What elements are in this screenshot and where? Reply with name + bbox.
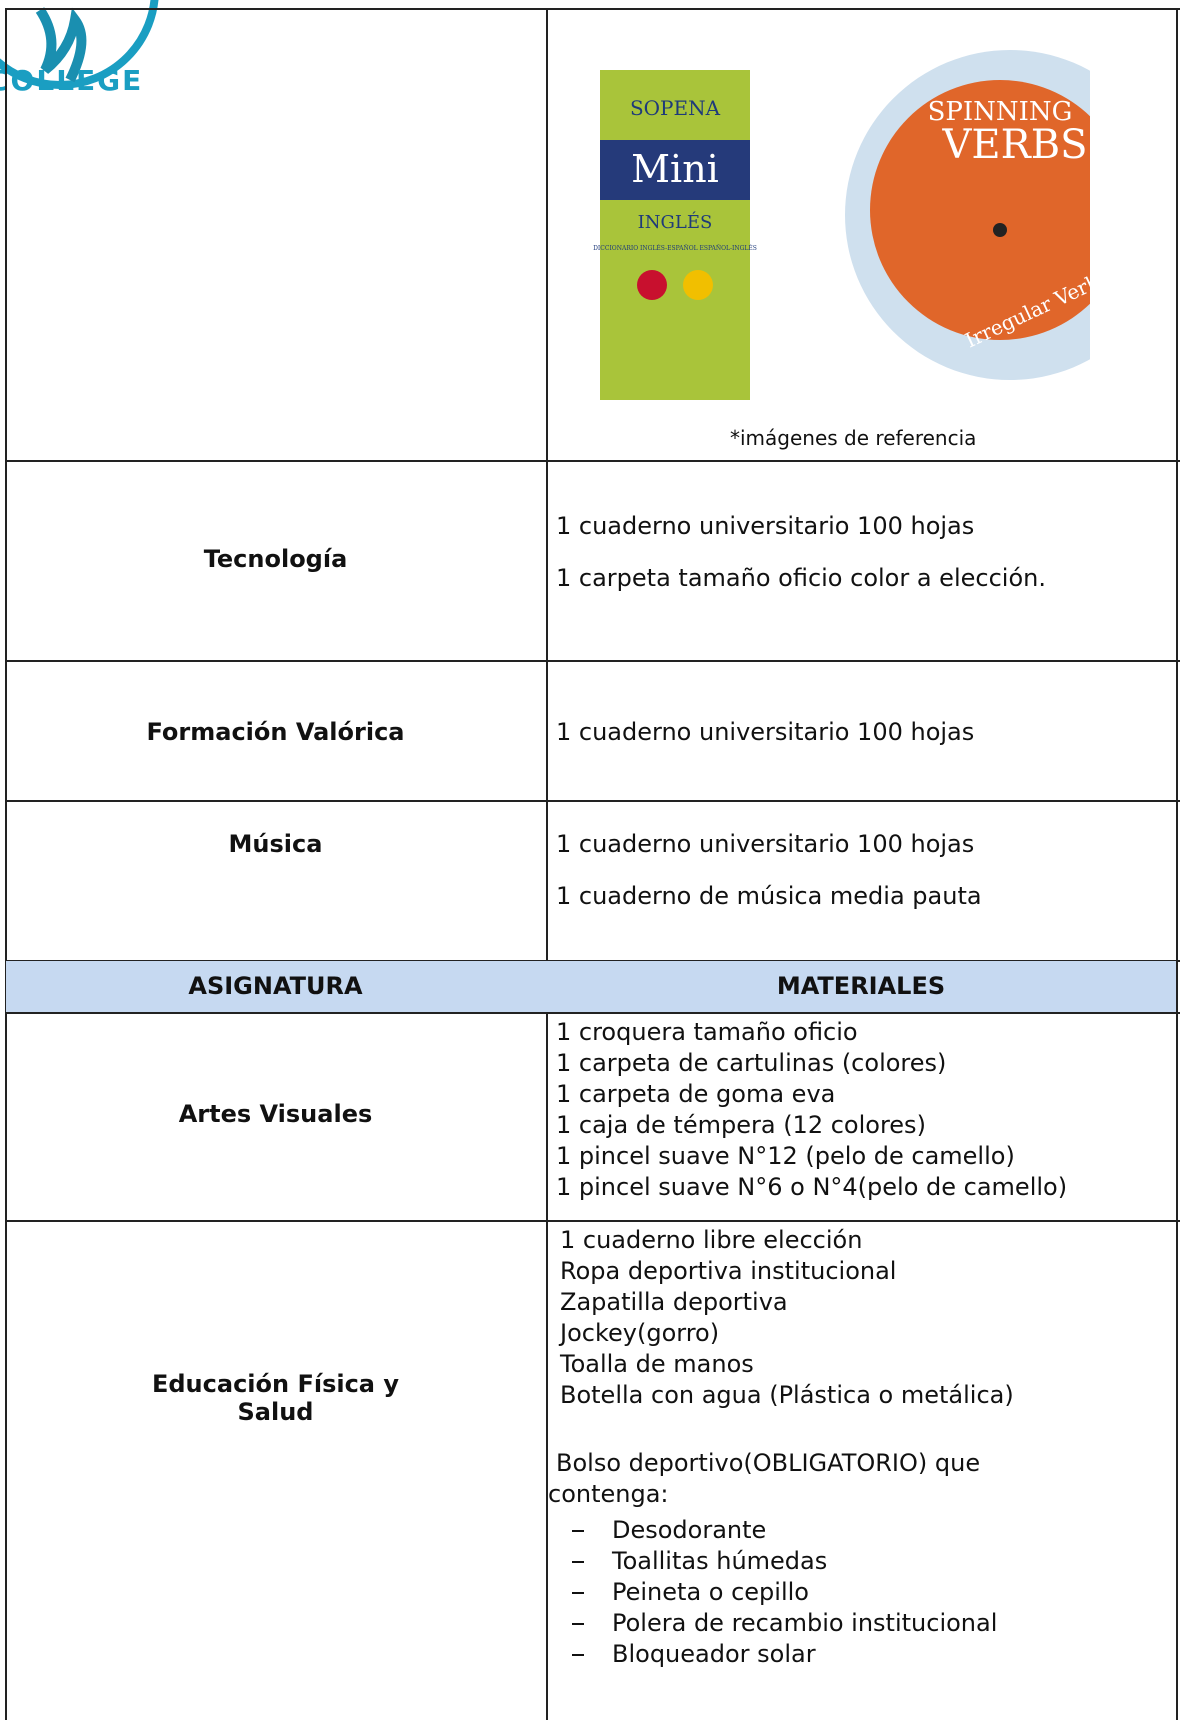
rule xyxy=(5,1012,1180,1014)
subject: Música xyxy=(228,830,323,858)
material-item: 1 cuaderno universitario 100 hojas xyxy=(556,830,975,858)
material-item: 1 croquera tamaño oficio xyxy=(556,1018,858,1046)
caption: *imágenes de referencia xyxy=(730,426,977,450)
reference-images: SOPENA Mini INGLÉS DICCIONARIO INGLÉS-ES… xyxy=(593,50,1090,400)
material-item: 1 carpeta de cartulinas (colores) xyxy=(556,1049,947,1077)
wheel-title: SPINNING xyxy=(928,97,1073,127)
subject: Tecnología xyxy=(203,545,348,573)
material-item: 1 cuaderno universitario 100 hojas xyxy=(556,718,975,746)
rule xyxy=(5,660,1180,662)
bullet xyxy=(572,1654,584,1656)
material-item: Zapatilla deportiva xyxy=(560,1288,788,1316)
rule xyxy=(5,8,7,1720)
book-language: INGLÉS xyxy=(638,210,713,233)
material-item: 1 cuaderno de música media pauta xyxy=(556,882,982,910)
book-cover xyxy=(600,70,750,400)
book-title: Mini xyxy=(631,147,719,191)
material-item: Botella con agua (Plástica o metálica) xyxy=(560,1381,1014,1409)
header-band xyxy=(6,961,1176,1012)
book-subtitle: DICCIONARIO INGLÉS-ESPAÑOL ESPAÑOL-INGLÉ… xyxy=(593,244,757,252)
subject: Artes Visuales xyxy=(178,1100,373,1128)
bag-item: Polera de recambio institucional xyxy=(612,1609,998,1637)
bullet xyxy=(572,1530,584,1532)
wheel-title: VERBS xyxy=(942,122,1088,168)
book-band xyxy=(600,140,750,200)
material-item: 1 cuaderno universitario 100 hojas xyxy=(556,512,975,540)
bullet xyxy=(572,1623,584,1625)
rule xyxy=(1176,8,1178,1720)
bag-item: Bloqueador solar xyxy=(612,1640,816,1668)
material-item: Toalla de manos xyxy=(560,1350,754,1378)
rule xyxy=(5,1220,1180,1222)
material-item: 1 pincel suave N°6 o N°4(pelo de camello… xyxy=(556,1173,1068,1201)
column-header: MATERIALES xyxy=(776,972,946,1000)
logo-text: COLLEGE xyxy=(0,64,143,97)
bag-item: Peineta o cepillo xyxy=(612,1578,809,1606)
bag-label: Bolso deportivo(OBLIGATORIO) que conteng… xyxy=(548,1449,981,1508)
material-item: Ropa deportiva institucional xyxy=(560,1257,897,1285)
material-item: 1 cuaderno libre elección xyxy=(560,1226,863,1254)
logo: COLLEGE xyxy=(0,0,159,97)
material-item: 1 pincel suave N°12 (pelo de camello) xyxy=(556,1142,1015,1170)
bullet xyxy=(572,1561,584,1563)
material-item: 1 carpeta tamaño oficio color a elección… xyxy=(556,564,1046,592)
subject: Formación Valórica xyxy=(146,718,405,746)
material-item: 1 caja de témpera (12 colores) xyxy=(556,1111,926,1139)
rule xyxy=(5,800,1180,802)
material-item: 1 carpeta de goma eva xyxy=(556,1080,836,1108)
rule xyxy=(5,460,1180,462)
column-header: ASIGNATURA xyxy=(188,972,363,1000)
rule xyxy=(5,8,1180,10)
material-item: Jockey(gorro) xyxy=(560,1319,720,1347)
subject: Educación Física y Salud xyxy=(151,1370,400,1426)
book-brand: SOPENA xyxy=(630,96,721,120)
bag-item: Toallitas húmedas xyxy=(612,1547,828,1575)
bullet xyxy=(572,1592,584,1594)
rule xyxy=(546,8,548,1720)
bag-item: Desodorante xyxy=(612,1516,767,1544)
